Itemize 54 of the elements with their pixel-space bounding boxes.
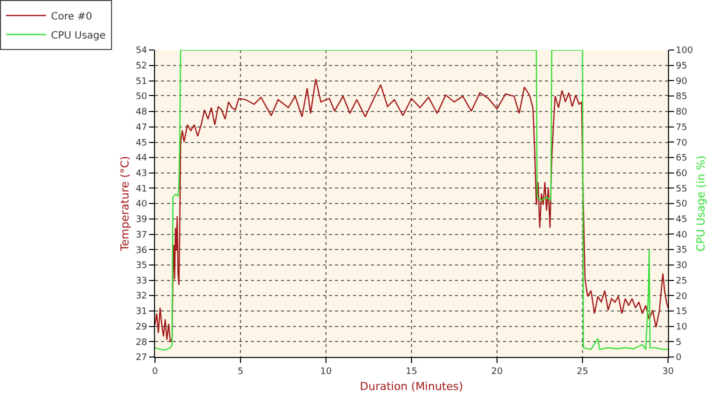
y2-tick-label: 50 <box>676 200 688 210</box>
y-tick-label: 29 <box>136 322 148 332</box>
y2-tick-label: 85 <box>676 92 688 102</box>
y2-tick-label: 80 <box>676 108 688 118</box>
y-tick-label: 44 <box>136 154 148 164</box>
x-tick-label: 25 <box>576 366 588 377</box>
y2-tick-label: 35 <box>676 246 688 256</box>
y-tick-label: 51 <box>136 76 148 87</box>
x-tick-label: 20 <box>491 366 503 377</box>
y-tick-label: 52 <box>136 62 148 72</box>
x-tick-label: 0 <box>152 366 158 377</box>
y2-tick-label: 55 <box>676 184 688 194</box>
y2-tick-label: 70 <box>676 138 688 148</box>
legend-label: Core #0 <box>51 11 92 22</box>
y-tick-label: 27 <box>136 353 148 364</box>
y2-tick-label: 100 <box>676 46 694 56</box>
y-tick-label: 37 <box>136 230 148 240</box>
y2-tick-label: 90 <box>676 76 688 87</box>
y-axis-title: Temperature (°C) <box>118 156 132 252</box>
y-tick-label: 50 <box>136 92 148 102</box>
y-tick-label: 33 <box>136 276 148 286</box>
y2-tick-label: 10 <box>676 322 688 332</box>
y-tick-label: 28 <box>136 338 148 348</box>
y-tick-label: 48 <box>136 108 148 118</box>
y-tick-label: 31 <box>136 307 148 318</box>
y2-tick-label: 65 <box>676 154 688 164</box>
legend-label: CPU Usage <box>51 30 106 42</box>
y2-tick-label: 40 <box>676 230 688 240</box>
y-tick-label: 47 <box>136 122 148 133</box>
y-tick-label: 41 <box>136 184 148 194</box>
y-tick-label: 40 <box>136 200 148 210</box>
y2-axis-title: CPU Usage (in %) <box>694 155 708 252</box>
y2-tick-label: 45 <box>676 215 688 225</box>
y-tick-label: 43 <box>136 169 148 179</box>
y-tick-label: 54 <box>136 46 148 56</box>
y2-tick-label: 75 <box>676 122 688 133</box>
y2-tick-label: 5 <box>676 338 682 348</box>
y2-tick-label: 95 <box>676 62 688 72</box>
y-tick-label: 36 <box>136 246 148 256</box>
x-tick-label: 15 <box>406 366 418 377</box>
y2-tick-label: 0 <box>676 353 682 364</box>
y2-tick-label: 20 <box>676 292 688 302</box>
y-tick-label: 39 <box>136 214 148 225</box>
y2-tick-label: 15 <box>676 307 688 318</box>
y-tick-label: 32 <box>136 292 148 302</box>
y2-tick-label: 25 <box>676 276 688 286</box>
x-axis-title: Duration (Minutes) <box>360 380 464 393</box>
x-tick-label: 10 <box>320 366 332 377</box>
y2-tick-label: 30 <box>676 261 688 272</box>
y-tick-label: 35 <box>136 261 148 272</box>
x-tick-label: 30 <box>662 366 674 377</box>
y2-tick-label: 60 <box>676 168 688 179</box>
y-tick-label: 45 <box>136 138 148 149</box>
x-tick-label: 5 <box>238 366 244 377</box>
